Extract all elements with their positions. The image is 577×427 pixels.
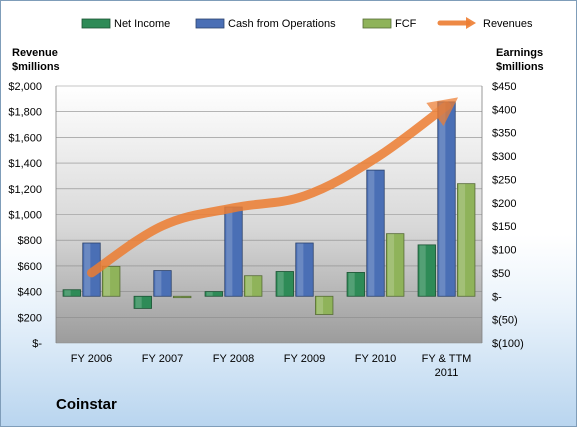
bar-highlight bbox=[297, 243, 304, 296]
bar-net-income bbox=[62, 289, 81, 297]
bar-highlight bbox=[84, 243, 91, 296]
right-tick-label: $(100) bbox=[492, 338, 524, 350]
bar-fcf bbox=[244, 275, 263, 297]
legend-label: Net Income bbox=[114, 18, 170, 30]
bar-net-income bbox=[417, 244, 436, 297]
right-axis-title: Earnings bbox=[496, 47, 543, 59]
right-tick-label: $300 bbox=[492, 151, 516, 163]
left-tick-label: $200 bbox=[18, 312, 42, 324]
left-axis-title: $millions bbox=[12, 61, 60, 73]
bar-highlight bbox=[155, 271, 162, 296]
x-axis-ticks: FY 2006 FY 2007 FY 2008 FY 2009 FY 2010 FY & … bbox=[71, 353, 472, 379]
bar-fcf bbox=[315, 295, 334, 315]
right-tick-label: $350 bbox=[492, 128, 516, 140]
x-tick-label: FY 2010 bbox=[355, 353, 396, 365]
left-tick-label: $1,400 bbox=[8, 158, 42, 170]
left-tick-label: $800 bbox=[18, 235, 42, 247]
left-tick-label: $400 bbox=[18, 287, 42, 299]
legend-arrow-icon bbox=[466, 17, 476, 29]
x-tick-label: 2011 bbox=[435, 367, 459, 379]
bar-highlight bbox=[64, 290, 71, 296]
right-tick-label: $400 bbox=[492, 104, 516, 116]
revenues-line bbox=[87, 97, 459, 278]
x-tick-label: FY 2008 bbox=[213, 353, 254, 365]
bar-layer bbox=[62, 101, 476, 315]
legend-label: Revenues bbox=[483, 18, 533, 30]
legend-swatch-cash-from-operations bbox=[195, 18, 225, 29]
x-tick-label: FY 2007 bbox=[142, 353, 183, 365]
left-tick-label: $2,000 bbox=[8, 81, 42, 93]
axis-titles: Revenue $millions Earnings $millions bbox=[12, 47, 544, 73]
bar-highlight bbox=[316, 296, 324, 314]
legend-swatch-fcf bbox=[362, 18, 392, 29]
bar-net-income bbox=[204, 291, 223, 297]
bar-highlight bbox=[206, 292, 213, 296]
x-tick-label: FY & TTM bbox=[422, 353, 472, 365]
bar-net-income bbox=[133, 295, 152, 309]
legend: Net Income Cash from Operations FCF Revenue… bbox=[81, 17, 533, 30]
left-axis-title: Revenue bbox=[12, 47, 58, 59]
left-tick-label: $600 bbox=[18, 261, 42, 273]
bar-highlight bbox=[348, 272, 355, 296]
x-tick-label: FY 2006 bbox=[71, 353, 112, 365]
bar-fcf bbox=[386, 233, 405, 297]
bar-highlight bbox=[103, 266, 111, 296]
bar-cash-from-operations bbox=[153, 270, 172, 297]
line-layer bbox=[87, 97, 459, 278]
bar-highlight bbox=[277, 272, 284, 296]
bar-highlight bbox=[439, 102, 446, 296]
bar-highlight bbox=[419, 245, 426, 296]
bar-fcf bbox=[173, 295, 192, 299]
left-axis-ticks: $- $200 $400 $600 $800 $1,000 $1,200 $1,400 $1,6… bbox=[8, 81, 42, 350]
right-tick-label: $200 bbox=[492, 198, 516, 210]
right-axis-ticks: $(100) $(50) $- $50 $100 $150 $200 $250 $300 $350… bbox=[492, 81, 524, 350]
right-tick-label: $(50) bbox=[492, 315, 518, 327]
bar-highlight bbox=[458, 184, 466, 296]
right-tick-label: $50 bbox=[492, 268, 510, 280]
bar-highlight bbox=[387, 234, 395, 296]
right-tick-label: $- bbox=[492, 291, 502, 303]
grid-lines bbox=[55, 85, 483, 344]
right-axis-title: $millions bbox=[496, 61, 544, 73]
right-tick-label: $250 bbox=[492, 174, 516, 186]
right-tick-label: $450 bbox=[492, 81, 516, 93]
company-name: Coinstar bbox=[56, 396, 117, 413]
left-tick-label: $1,600 bbox=[8, 132, 42, 144]
legend-swatch-net-income bbox=[81, 18, 111, 29]
legend-label: Cash from Operations bbox=[228, 18, 336, 30]
right-tick-label: $100 bbox=[492, 245, 516, 257]
legend-label: FCF bbox=[395, 18, 417, 30]
left-tick-label: $1,800 bbox=[8, 107, 42, 119]
x-tick-label: FY 2009 bbox=[284, 353, 325, 365]
left-tick-label: $1,000 bbox=[8, 210, 42, 222]
bar-highlight bbox=[245, 276, 253, 296]
bar-fcf bbox=[102, 265, 121, 297]
bar-highlight bbox=[135, 296, 142, 308]
right-tick-label: $150 bbox=[492, 221, 516, 233]
bar-fcf bbox=[457, 183, 476, 297]
bar-highlight bbox=[226, 207, 233, 296]
bar-cash-from-operations bbox=[366, 169, 385, 297]
bar-net-income bbox=[275, 271, 294, 297]
left-tick-label: $1,200 bbox=[8, 184, 42, 196]
left-tick-label: $- bbox=[32, 338, 42, 350]
bar-highlight bbox=[368, 170, 375, 296]
bar-cash-from-operations bbox=[295, 242, 314, 297]
bar-net-income bbox=[346, 272, 365, 297]
